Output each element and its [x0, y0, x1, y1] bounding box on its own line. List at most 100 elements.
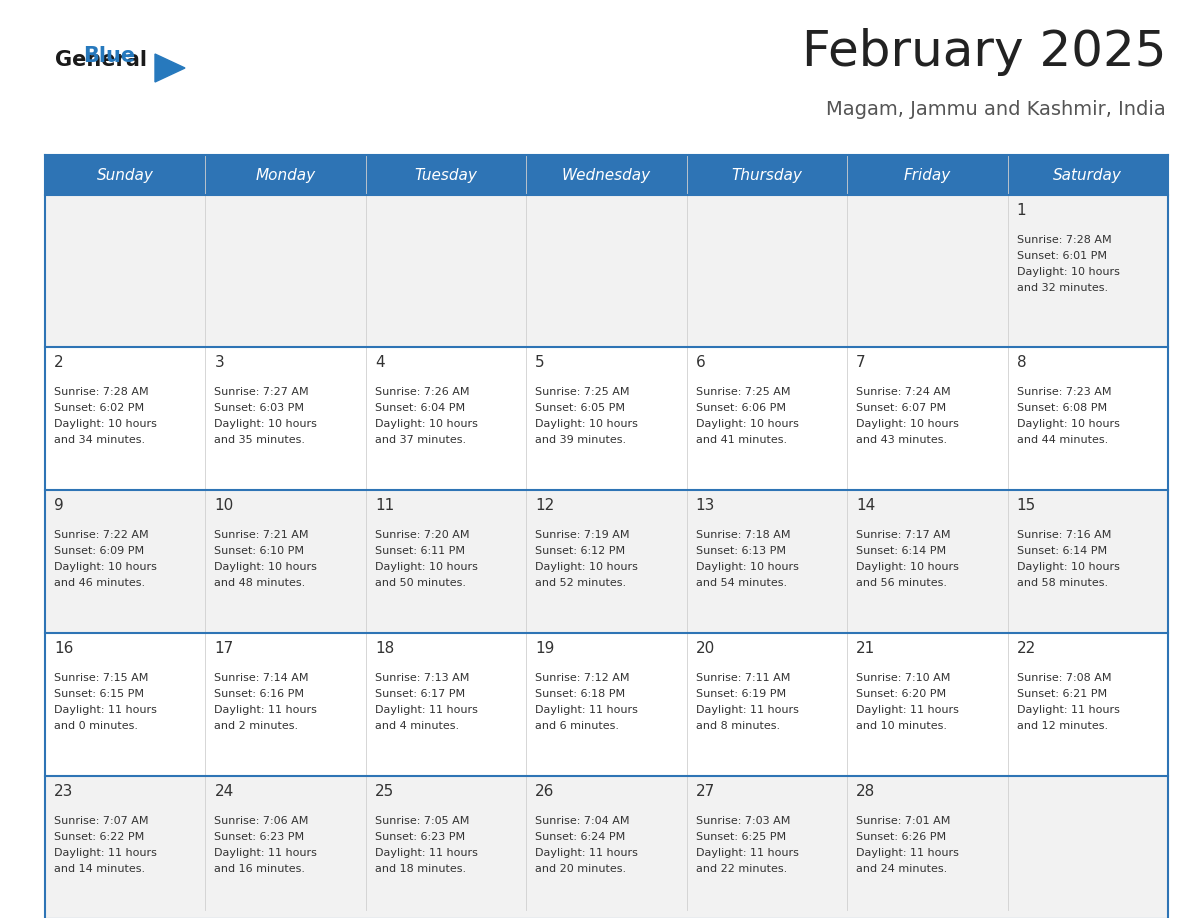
Text: Sunrise: 7:15 AM: Sunrise: 7:15 AM	[53, 673, 148, 683]
FancyBboxPatch shape	[45, 776, 1168, 918]
Text: 5: 5	[536, 355, 545, 370]
Text: Sunset: 6:14 PM: Sunset: 6:14 PM	[1017, 546, 1107, 556]
Text: and 12 minutes.: and 12 minutes.	[1017, 721, 1107, 731]
Text: Sunset: 6:23 PM: Sunset: 6:23 PM	[375, 832, 465, 842]
Text: Sunset: 6:22 PM: Sunset: 6:22 PM	[53, 832, 144, 842]
Text: Sunrise: 7:18 AM: Sunrise: 7:18 AM	[696, 530, 790, 540]
Text: Sunset: 6:16 PM: Sunset: 6:16 PM	[214, 689, 304, 699]
Text: and 41 minutes.: and 41 minutes.	[696, 435, 786, 445]
Text: 27: 27	[696, 784, 715, 799]
Text: Sunset: 6:15 PM: Sunset: 6:15 PM	[53, 689, 144, 699]
Text: Sunset: 6:04 PM: Sunset: 6:04 PM	[375, 403, 465, 413]
Text: Sunset: 6:25 PM: Sunset: 6:25 PM	[696, 832, 785, 842]
Text: Daylight: 11 hours: Daylight: 11 hours	[53, 705, 157, 715]
Text: Sunrise: 7:26 AM: Sunrise: 7:26 AM	[375, 387, 469, 397]
Text: Sunrise: 7:07 AM: Sunrise: 7:07 AM	[53, 816, 148, 826]
Text: Sunrise: 7:13 AM: Sunrise: 7:13 AM	[375, 673, 469, 683]
Text: Daylight: 10 hours: Daylight: 10 hours	[214, 562, 317, 572]
FancyBboxPatch shape	[45, 633, 1168, 776]
Text: 22: 22	[1017, 641, 1036, 656]
Text: Sunrise: 7:12 AM: Sunrise: 7:12 AM	[536, 673, 630, 683]
Text: Daylight: 10 hours: Daylight: 10 hours	[1017, 419, 1119, 429]
Text: and 32 minutes.: and 32 minutes.	[1017, 283, 1107, 293]
Text: Daylight: 11 hours: Daylight: 11 hours	[857, 705, 959, 715]
Text: Daylight: 10 hours: Daylight: 10 hours	[53, 419, 157, 429]
Text: and 54 minutes.: and 54 minutes.	[696, 578, 786, 588]
Text: Daylight: 11 hours: Daylight: 11 hours	[375, 705, 478, 715]
Text: Sunrise: 7:22 AM: Sunrise: 7:22 AM	[53, 530, 148, 540]
Text: and 2 minutes.: and 2 minutes.	[214, 721, 298, 731]
Text: and 34 minutes.: and 34 minutes.	[53, 435, 145, 445]
Text: Monday: Monday	[255, 167, 316, 183]
Text: Sunrise: 7:20 AM: Sunrise: 7:20 AM	[375, 530, 469, 540]
Text: 20: 20	[696, 641, 715, 656]
Text: Sunset: 6:08 PM: Sunset: 6:08 PM	[1017, 403, 1107, 413]
Text: Sunset: 6:03 PM: Sunset: 6:03 PM	[214, 403, 304, 413]
Text: Sunset: 6:23 PM: Sunset: 6:23 PM	[214, 832, 304, 842]
Text: Sunrise: 7:10 AM: Sunrise: 7:10 AM	[857, 673, 950, 683]
Text: Sunset: 6:01 PM: Sunset: 6:01 PM	[1017, 251, 1106, 261]
FancyBboxPatch shape	[45, 195, 1168, 347]
Text: 15: 15	[1017, 498, 1036, 513]
Text: Sunrise: 7:25 AM: Sunrise: 7:25 AM	[696, 387, 790, 397]
Text: 6: 6	[696, 355, 706, 370]
Text: 19: 19	[536, 641, 555, 656]
Text: Daylight: 11 hours: Daylight: 11 hours	[536, 705, 638, 715]
Text: Daylight: 10 hours: Daylight: 10 hours	[1017, 562, 1119, 572]
Text: Daylight: 11 hours: Daylight: 11 hours	[536, 848, 638, 858]
Text: 24: 24	[214, 784, 234, 799]
Text: and 50 minutes.: and 50 minutes.	[375, 578, 466, 588]
Text: Thursday: Thursday	[732, 167, 802, 183]
Text: Sunset: 6:06 PM: Sunset: 6:06 PM	[696, 403, 785, 413]
FancyBboxPatch shape	[45, 490, 1168, 633]
Text: Daylight: 10 hours: Daylight: 10 hours	[1017, 267, 1119, 277]
Text: and 24 minutes.: and 24 minutes.	[857, 864, 947, 874]
Text: Sunrise: 7:06 AM: Sunrise: 7:06 AM	[214, 816, 309, 826]
Text: Daylight: 11 hours: Daylight: 11 hours	[696, 705, 798, 715]
Text: Sunrise: 7:24 AM: Sunrise: 7:24 AM	[857, 387, 950, 397]
Text: 8: 8	[1017, 355, 1026, 370]
Text: Blue: Blue	[83, 46, 135, 66]
Text: 25: 25	[375, 784, 394, 799]
Text: Sunrise: 7:17 AM: Sunrise: 7:17 AM	[857, 530, 950, 540]
Text: 26: 26	[536, 784, 555, 799]
Text: Daylight: 10 hours: Daylight: 10 hours	[536, 562, 638, 572]
Text: and 22 minutes.: and 22 minutes.	[696, 864, 786, 874]
Text: Sunset: 6:24 PM: Sunset: 6:24 PM	[536, 832, 626, 842]
Text: Sunset: 6:07 PM: Sunset: 6:07 PM	[857, 403, 947, 413]
FancyBboxPatch shape	[45, 347, 1168, 490]
Text: Sunset: 6:14 PM: Sunset: 6:14 PM	[857, 546, 947, 556]
Text: Sunrise: 7:25 AM: Sunrise: 7:25 AM	[536, 387, 630, 397]
Text: Daylight: 11 hours: Daylight: 11 hours	[375, 848, 478, 858]
Text: Sunrise: 7:08 AM: Sunrise: 7:08 AM	[1017, 673, 1111, 683]
Text: Wednesday: Wednesday	[562, 167, 651, 183]
Text: Sunrise: 7:28 AM: Sunrise: 7:28 AM	[1017, 235, 1111, 245]
Polygon shape	[154, 54, 185, 82]
Text: and 43 minutes.: and 43 minutes.	[857, 435, 947, 445]
Text: Daylight: 10 hours: Daylight: 10 hours	[696, 562, 798, 572]
Text: Sunrise: 7:14 AM: Sunrise: 7:14 AM	[214, 673, 309, 683]
Text: and 37 minutes.: and 37 minutes.	[375, 435, 466, 445]
Text: Daylight: 11 hours: Daylight: 11 hours	[696, 848, 798, 858]
Text: Sunset: 6:18 PM: Sunset: 6:18 PM	[536, 689, 625, 699]
Text: and 39 minutes.: and 39 minutes.	[536, 435, 626, 445]
Text: Daylight: 10 hours: Daylight: 10 hours	[53, 562, 157, 572]
Text: and 48 minutes.: and 48 minutes.	[214, 578, 305, 588]
Text: and 6 minutes.: and 6 minutes.	[536, 721, 619, 731]
Text: Daylight: 10 hours: Daylight: 10 hours	[857, 419, 959, 429]
Text: Daylight: 10 hours: Daylight: 10 hours	[375, 419, 478, 429]
Text: and 10 minutes.: and 10 minutes.	[857, 721, 947, 731]
Text: 4: 4	[375, 355, 385, 370]
Text: 10: 10	[214, 498, 234, 513]
Text: 14: 14	[857, 498, 876, 513]
Text: 28: 28	[857, 784, 876, 799]
Text: Sunrise: 7:04 AM: Sunrise: 7:04 AM	[536, 816, 630, 826]
Text: 16: 16	[53, 641, 74, 656]
Text: 7: 7	[857, 355, 866, 370]
Text: 2: 2	[53, 355, 64, 370]
Text: and 18 minutes.: and 18 minutes.	[375, 864, 466, 874]
Text: Sunset: 6:02 PM: Sunset: 6:02 PM	[53, 403, 144, 413]
Text: 3: 3	[214, 355, 225, 370]
Text: and 16 minutes.: and 16 minutes.	[214, 864, 305, 874]
Text: Daylight: 11 hours: Daylight: 11 hours	[1017, 705, 1119, 715]
